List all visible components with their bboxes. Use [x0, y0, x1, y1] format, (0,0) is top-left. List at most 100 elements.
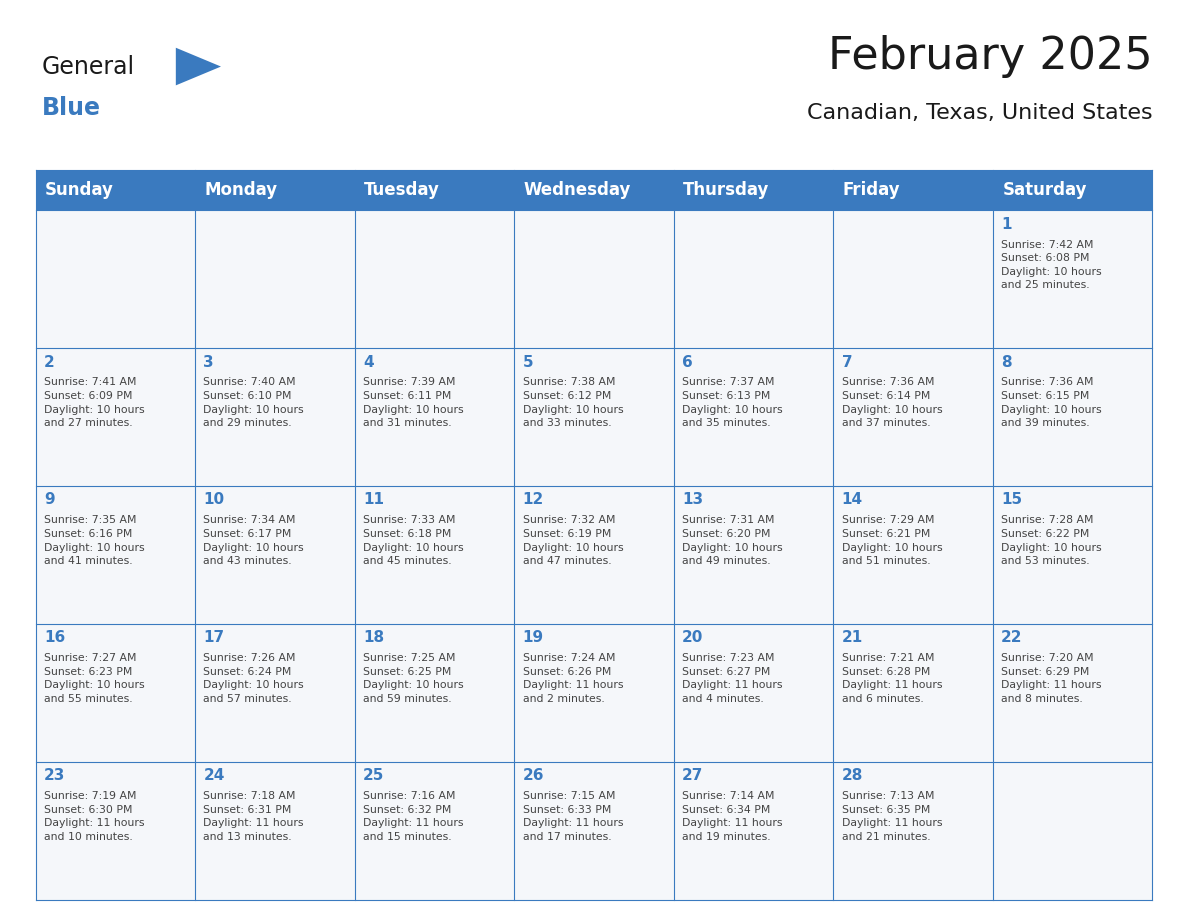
- Text: Sunrise: 7:41 AM
Sunset: 6:09 PM
Daylight: 10 hours
and 27 minutes.: Sunrise: 7:41 AM Sunset: 6:09 PM Dayligh…: [44, 377, 145, 429]
- Text: Wednesday: Wednesday: [524, 181, 631, 199]
- Text: Sunrise: 7:14 AM
Sunset: 6:34 PM
Daylight: 11 hours
and 19 minutes.: Sunrise: 7:14 AM Sunset: 6:34 PM Dayligh…: [682, 791, 783, 842]
- Text: Thursday: Thursday: [683, 181, 770, 199]
- Text: Sunrise: 7:16 AM
Sunset: 6:32 PM
Daylight: 11 hours
and 15 minutes.: Sunrise: 7:16 AM Sunset: 6:32 PM Dayligh…: [364, 791, 463, 842]
- Text: 11: 11: [364, 492, 384, 508]
- Text: 17: 17: [203, 631, 225, 645]
- Text: Sunrise: 7:38 AM
Sunset: 6:12 PM
Daylight: 10 hours
and 33 minutes.: Sunrise: 7:38 AM Sunset: 6:12 PM Dayligh…: [523, 377, 624, 429]
- Text: Sunrise: 7:39 AM
Sunset: 6:11 PM
Daylight: 10 hours
and 31 minutes.: Sunrise: 7:39 AM Sunset: 6:11 PM Dayligh…: [364, 377, 463, 429]
- Text: 9: 9: [44, 492, 55, 508]
- Text: 23: 23: [44, 768, 65, 783]
- Text: 13: 13: [682, 492, 703, 508]
- Text: 10: 10: [203, 492, 225, 508]
- FancyBboxPatch shape: [514, 348, 674, 486]
- FancyBboxPatch shape: [833, 348, 993, 486]
- Text: 14: 14: [841, 492, 862, 508]
- Text: Sunrise: 7:21 AM
Sunset: 6:28 PM
Daylight: 11 hours
and 6 minutes.: Sunrise: 7:21 AM Sunset: 6:28 PM Dayligh…: [841, 654, 942, 704]
- Text: Sunrise: 7:27 AM
Sunset: 6:23 PM
Daylight: 10 hours
and 55 minutes.: Sunrise: 7:27 AM Sunset: 6:23 PM Dayligh…: [44, 654, 145, 704]
- FancyBboxPatch shape: [36, 210, 195, 348]
- Text: Sunrise: 7:33 AM
Sunset: 6:18 PM
Daylight: 10 hours
and 45 minutes.: Sunrise: 7:33 AM Sunset: 6:18 PM Dayligh…: [364, 515, 463, 566]
- FancyBboxPatch shape: [833, 762, 993, 900]
- FancyBboxPatch shape: [195, 624, 355, 762]
- FancyBboxPatch shape: [833, 624, 993, 762]
- FancyBboxPatch shape: [993, 486, 1152, 624]
- FancyBboxPatch shape: [674, 348, 833, 486]
- FancyBboxPatch shape: [355, 348, 514, 486]
- Text: Tuesday: Tuesday: [365, 181, 440, 199]
- Text: 20: 20: [682, 631, 703, 645]
- FancyBboxPatch shape: [514, 486, 674, 624]
- Text: Sunrise: 7:28 AM
Sunset: 6:22 PM
Daylight: 10 hours
and 53 minutes.: Sunrise: 7:28 AM Sunset: 6:22 PM Dayligh…: [1001, 515, 1101, 566]
- FancyBboxPatch shape: [355, 624, 514, 762]
- FancyBboxPatch shape: [355, 762, 514, 900]
- Text: 3: 3: [203, 354, 214, 370]
- Text: Sunrise: 7:23 AM
Sunset: 6:27 PM
Daylight: 11 hours
and 4 minutes.: Sunrise: 7:23 AM Sunset: 6:27 PM Dayligh…: [682, 654, 783, 704]
- Text: Sunrise: 7:37 AM
Sunset: 6:13 PM
Daylight: 10 hours
and 35 minutes.: Sunrise: 7:37 AM Sunset: 6:13 PM Dayligh…: [682, 377, 783, 429]
- Text: Sunrise: 7:40 AM
Sunset: 6:10 PM
Daylight: 10 hours
and 29 minutes.: Sunrise: 7:40 AM Sunset: 6:10 PM Dayligh…: [203, 377, 304, 429]
- FancyBboxPatch shape: [195, 210, 355, 348]
- FancyBboxPatch shape: [993, 348, 1152, 486]
- Text: Sunrise: 7:20 AM
Sunset: 6:29 PM
Daylight: 11 hours
and 8 minutes.: Sunrise: 7:20 AM Sunset: 6:29 PM Dayligh…: [1001, 654, 1101, 704]
- FancyBboxPatch shape: [674, 762, 833, 900]
- Text: Sunrise: 7:31 AM
Sunset: 6:20 PM
Daylight: 10 hours
and 49 minutes.: Sunrise: 7:31 AM Sunset: 6:20 PM Dayligh…: [682, 515, 783, 566]
- FancyBboxPatch shape: [195, 486, 355, 624]
- FancyBboxPatch shape: [993, 210, 1152, 348]
- Text: Monday: Monday: [204, 181, 278, 199]
- Text: 18: 18: [364, 631, 384, 645]
- FancyBboxPatch shape: [36, 624, 195, 762]
- Text: 6: 6: [682, 354, 693, 370]
- Text: 7: 7: [841, 354, 852, 370]
- FancyBboxPatch shape: [514, 210, 674, 348]
- FancyBboxPatch shape: [993, 762, 1152, 900]
- Text: Sunrise: 7:18 AM
Sunset: 6:31 PM
Daylight: 11 hours
and 13 minutes.: Sunrise: 7:18 AM Sunset: 6:31 PM Dayligh…: [203, 791, 304, 842]
- Text: 19: 19: [523, 631, 544, 645]
- FancyBboxPatch shape: [355, 210, 514, 348]
- FancyBboxPatch shape: [514, 762, 674, 900]
- FancyBboxPatch shape: [514, 624, 674, 762]
- FancyBboxPatch shape: [195, 762, 355, 900]
- Text: Sunrise: 7:34 AM
Sunset: 6:17 PM
Daylight: 10 hours
and 43 minutes.: Sunrise: 7:34 AM Sunset: 6:17 PM Dayligh…: [203, 515, 304, 566]
- Text: 16: 16: [44, 631, 65, 645]
- FancyBboxPatch shape: [36, 762, 195, 900]
- FancyBboxPatch shape: [36, 170, 1152, 210]
- Text: 4: 4: [364, 354, 374, 370]
- Text: 2: 2: [44, 354, 55, 370]
- Text: Sunrise: 7:13 AM
Sunset: 6:35 PM
Daylight: 11 hours
and 21 minutes.: Sunrise: 7:13 AM Sunset: 6:35 PM Dayligh…: [841, 791, 942, 842]
- Text: Sunrise: 7:19 AM
Sunset: 6:30 PM
Daylight: 11 hours
and 10 minutes.: Sunrise: 7:19 AM Sunset: 6:30 PM Dayligh…: [44, 791, 145, 842]
- Text: February 2025: February 2025: [828, 35, 1152, 78]
- Text: Sunrise: 7:25 AM
Sunset: 6:25 PM
Daylight: 10 hours
and 59 minutes.: Sunrise: 7:25 AM Sunset: 6:25 PM Dayligh…: [364, 654, 463, 704]
- FancyBboxPatch shape: [195, 348, 355, 486]
- FancyBboxPatch shape: [674, 210, 833, 348]
- Text: 15: 15: [1001, 492, 1022, 508]
- Text: 21: 21: [841, 631, 862, 645]
- Text: 22: 22: [1001, 631, 1023, 645]
- FancyBboxPatch shape: [36, 348, 195, 486]
- Polygon shape: [176, 48, 221, 85]
- FancyBboxPatch shape: [674, 624, 833, 762]
- Text: General: General: [42, 55, 134, 79]
- FancyBboxPatch shape: [833, 486, 993, 624]
- Text: Blue: Blue: [42, 96, 101, 120]
- FancyBboxPatch shape: [674, 486, 833, 624]
- Text: 5: 5: [523, 354, 533, 370]
- Text: Friday: Friday: [842, 181, 901, 199]
- Text: Sunrise: 7:32 AM
Sunset: 6:19 PM
Daylight: 10 hours
and 47 minutes.: Sunrise: 7:32 AM Sunset: 6:19 PM Dayligh…: [523, 515, 624, 566]
- Text: Sunrise: 7:24 AM
Sunset: 6:26 PM
Daylight: 11 hours
and 2 minutes.: Sunrise: 7:24 AM Sunset: 6:26 PM Dayligh…: [523, 654, 623, 704]
- FancyBboxPatch shape: [36, 486, 195, 624]
- Text: 27: 27: [682, 768, 703, 783]
- Text: 28: 28: [841, 768, 862, 783]
- Text: Sunrise: 7:35 AM
Sunset: 6:16 PM
Daylight: 10 hours
and 41 minutes.: Sunrise: 7:35 AM Sunset: 6:16 PM Dayligh…: [44, 515, 145, 566]
- Text: Sunrise: 7:29 AM
Sunset: 6:21 PM
Daylight: 10 hours
and 51 minutes.: Sunrise: 7:29 AM Sunset: 6:21 PM Dayligh…: [841, 515, 942, 566]
- Text: Sunrise: 7:36 AM
Sunset: 6:15 PM
Daylight: 10 hours
and 39 minutes.: Sunrise: 7:36 AM Sunset: 6:15 PM Dayligh…: [1001, 377, 1101, 429]
- Text: 1: 1: [1001, 217, 1012, 231]
- Text: Sunday: Sunday: [45, 181, 114, 199]
- Text: Sunrise: 7:36 AM
Sunset: 6:14 PM
Daylight: 10 hours
and 37 minutes.: Sunrise: 7:36 AM Sunset: 6:14 PM Dayligh…: [841, 377, 942, 429]
- Text: Saturday: Saturday: [1003, 181, 1087, 199]
- Text: Sunrise: 7:26 AM
Sunset: 6:24 PM
Daylight: 10 hours
and 57 minutes.: Sunrise: 7:26 AM Sunset: 6:24 PM Dayligh…: [203, 654, 304, 704]
- Text: 26: 26: [523, 768, 544, 783]
- Text: Sunrise: 7:15 AM
Sunset: 6:33 PM
Daylight: 11 hours
and 17 minutes.: Sunrise: 7:15 AM Sunset: 6:33 PM Dayligh…: [523, 791, 623, 842]
- FancyBboxPatch shape: [993, 624, 1152, 762]
- Text: 8: 8: [1001, 354, 1012, 370]
- Text: 24: 24: [203, 768, 225, 783]
- FancyBboxPatch shape: [833, 210, 993, 348]
- FancyBboxPatch shape: [355, 486, 514, 624]
